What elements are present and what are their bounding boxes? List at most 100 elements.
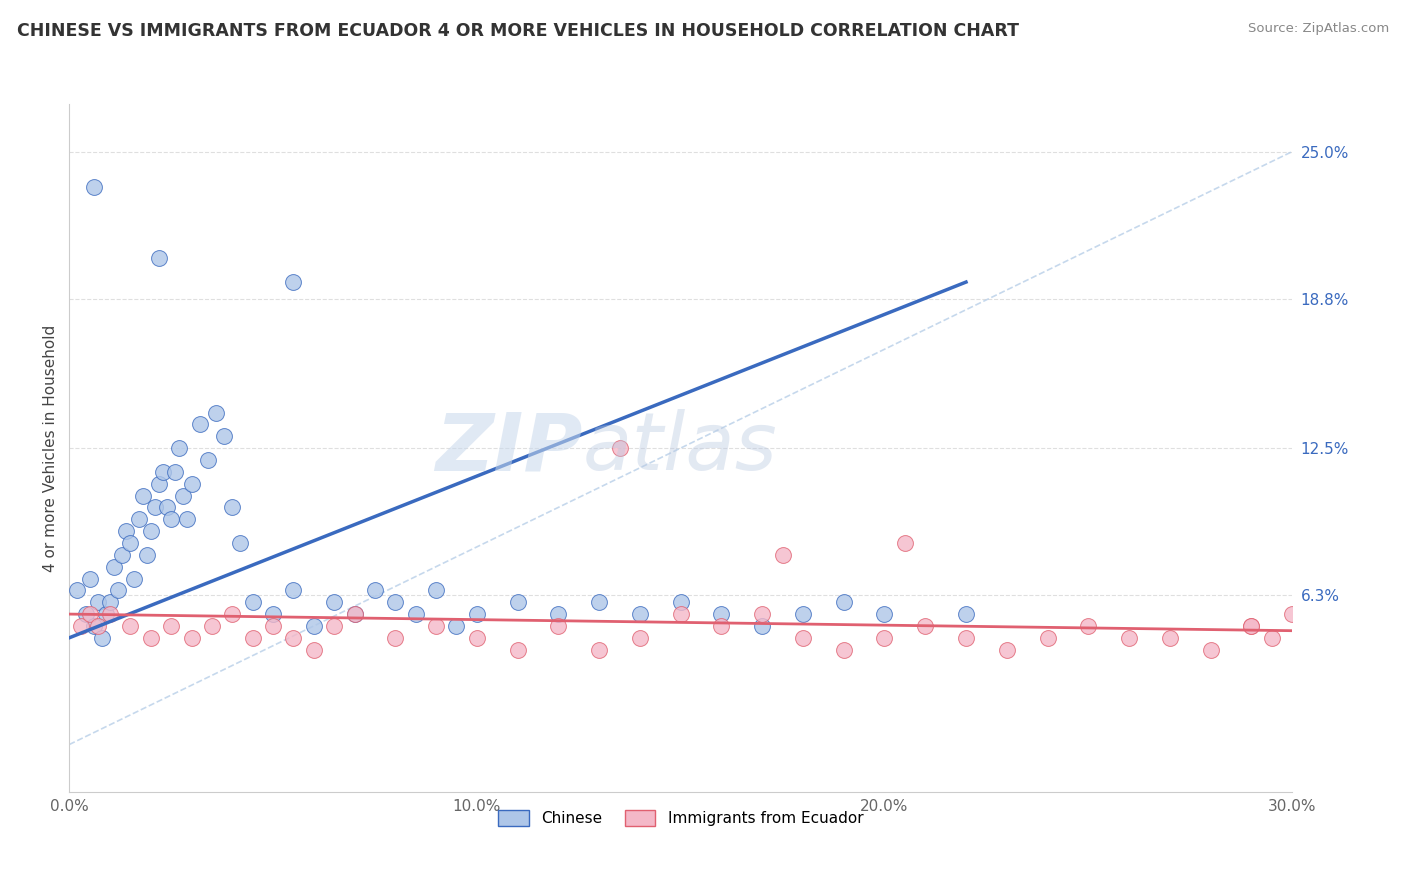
Point [148, 476, 170, 491]
Text: atlas: atlas [583, 409, 778, 487]
Text: Source: ZipAtlas.com: Source: ZipAtlas.com [1249, 22, 1389, 36]
Point [180, 631, 202, 645]
Point [588, 595, 610, 609]
Point [180, 476, 202, 491]
Point [1036, 631, 1059, 645]
Point [160, 619, 183, 633]
Point [506, 595, 529, 609]
Point [152, 465, 174, 479]
Text: CHINESE VS IMMIGRANTS FROM ECUADOR 4 OR MORE VEHICLES IN HOUSEHOLD CORRELATION C: CHINESE VS IMMIGRANTS FROM ECUADOR 4 OR … [17, 22, 1019, 40]
Point [242, 595, 264, 609]
Point [124, 572, 146, 586]
Point [221, 500, 243, 515]
Point [83, 619, 105, 633]
Point [792, 607, 814, 621]
Point [772, 548, 794, 562]
Point [83, 180, 105, 194]
Point [229, 536, 252, 550]
Point [169, 441, 191, 455]
Point [66, 583, 89, 598]
Point [75, 607, 97, 621]
Point [188, 417, 211, 432]
Point [172, 489, 194, 503]
Point [283, 583, 305, 598]
Point [1240, 619, 1263, 633]
Point [135, 548, 157, 562]
Point [283, 631, 305, 645]
Point [111, 548, 134, 562]
Point [120, 536, 142, 550]
Point [955, 631, 977, 645]
Point [405, 607, 427, 621]
Point [165, 465, 187, 479]
Point [955, 607, 977, 621]
Point [343, 607, 366, 621]
Point [792, 631, 814, 645]
Point [205, 405, 228, 419]
Point [120, 619, 142, 633]
Point [90, 631, 112, 645]
Point [832, 642, 855, 657]
Point [70, 619, 93, 633]
Point [669, 607, 692, 621]
Point [131, 489, 153, 503]
Point [148, 252, 170, 266]
Point [425, 619, 447, 633]
Point [1159, 631, 1181, 645]
Point [995, 642, 1018, 657]
Point [873, 607, 896, 621]
Text: ZIP: ZIP [436, 409, 583, 487]
Point [710, 619, 733, 633]
Point [465, 631, 488, 645]
Point [894, 536, 917, 550]
Point [221, 607, 243, 621]
Point [547, 607, 569, 621]
Point [446, 619, 468, 633]
Point [283, 275, 305, 289]
Point [1199, 642, 1222, 657]
Point [1077, 619, 1099, 633]
Point [710, 607, 733, 621]
Point [98, 595, 121, 609]
Point [302, 642, 325, 657]
Point [384, 631, 406, 645]
Y-axis label: 4 or more Vehicles in Household: 4 or more Vehicles in Household [44, 325, 58, 572]
Point [302, 619, 325, 633]
Point [128, 512, 150, 526]
Point [87, 619, 110, 633]
Point [364, 583, 387, 598]
Point [79, 572, 101, 586]
Point [628, 631, 651, 645]
Point [669, 595, 692, 609]
Point [242, 631, 264, 645]
Point [94, 607, 117, 621]
Point [139, 524, 162, 538]
Legend: Chinese, Immigrants from Ecuador: Chinese, Immigrants from Ecuador [492, 805, 869, 832]
Point [609, 441, 631, 455]
Point [465, 607, 488, 621]
Point [197, 453, 219, 467]
Point [160, 512, 183, 526]
Point [1118, 631, 1140, 645]
Point [506, 642, 529, 657]
Point [262, 619, 284, 633]
Point [547, 619, 569, 633]
Point [914, 619, 936, 633]
Point [262, 607, 284, 621]
Point [323, 619, 346, 633]
Point [323, 595, 346, 609]
Point [103, 559, 125, 574]
Point [139, 631, 162, 645]
Point [176, 512, 198, 526]
Point [1261, 631, 1284, 645]
Point [79, 607, 101, 621]
Point [873, 631, 896, 645]
Point [115, 524, 138, 538]
Point [1281, 607, 1303, 621]
Point [628, 607, 651, 621]
Point [751, 607, 773, 621]
Point [212, 429, 235, 443]
Point [156, 500, 179, 515]
Point [1240, 619, 1263, 633]
Point [201, 619, 224, 633]
